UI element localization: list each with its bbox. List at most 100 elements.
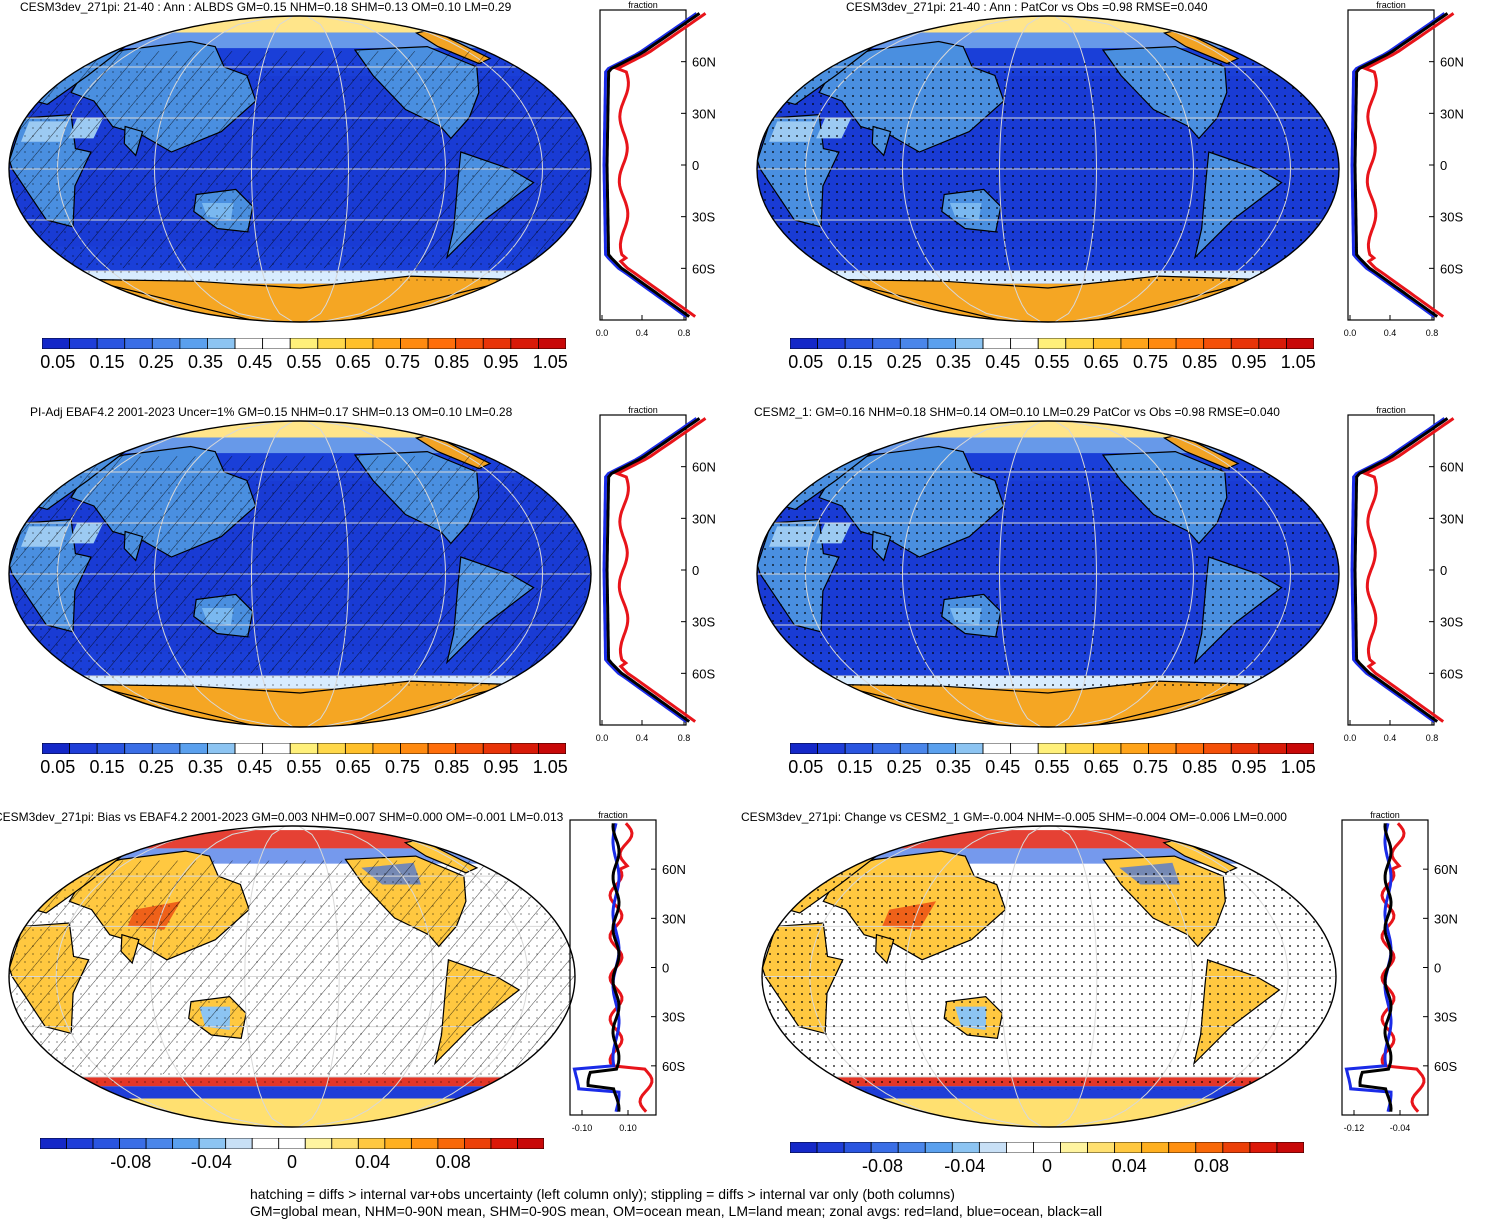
colorbar-swatch [1010,338,1039,349]
colorbar-tick-label: 0.65 [1083,352,1119,372]
colorbar [790,1142,1304,1153]
colorbar-tick-label: 0.35 [187,757,224,777]
colorbar-tick-label: -0.08 [862,1156,904,1176]
colorbar-swatch [172,1138,200,1149]
colorbar-swatch [207,338,236,349]
profile-lat-label: 30N [1434,911,1458,926]
profile-x-label: 0.0 [1344,328,1356,338]
colorbar [42,338,566,349]
world-map [760,824,1338,1129]
colorbar-swatch [234,743,264,754]
colorbar-swatch [538,743,566,754]
colorbar-swatch [207,743,236,754]
colorbar-tick-label: 0.05 [40,757,76,777]
colorbar-swatch [899,743,929,754]
colorbar-tick-label: 0.85 [434,757,470,777]
colorbar-swatch [897,1142,926,1153]
colorbar-tick-label: 0.25 [138,352,174,372]
colorbar-tick-label: 0.95 [1231,352,1267,372]
profile-lat-label: 30S [692,615,715,630]
colorbar-swatch [927,338,956,349]
profile-lat-label: 30S [1440,615,1463,630]
world-map [7,824,577,1129]
profile-lat-label: 0 [1440,563,1447,578]
colorbar-tick-label: 0.25 [138,757,174,777]
colorbar-swatch [179,743,208,754]
footer-note-2: GM=global mean, NHM=0-90N mean, SHM=0-90… [250,1203,1103,1219]
all-series [1358,823,1393,1112]
colorbar-tick-label: 0.65 [1083,757,1119,777]
colorbar-tick-label: 0 [1041,1156,1053,1176]
profile-lat-label: 60S [692,666,715,681]
world-map [755,419,1341,729]
zonal-profile: fraction 60N 30N 0 30S 60S 0.0 0.4 0.8 [1344,0,1484,350]
profile-lat-label: 60N [692,55,716,70]
profile-lat-label: 60N [1440,55,1464,70]
colorbar-swatch [517,1138,544,1149]
profile-x-label: 0.4 [636,733,649,743]
colorbar-tick-label: 1.05 [532,757,568,777]
colorbar-tick-label: 0.25 [886,352,922,372]
colorbar-swatch [1087,1142,1116,1153]
colorbar-tick-label: 0.55 [286,352,322,372]
colorbar-swatch [482,338,512,349]
colorbar-swatch [1060,1142,1088,1153]
colorbar-swatch [42,338,70,349]
colorbar [40,1138,544,1149]
colorbar-tick-label: 0.75 [1132,757,1169,777]
profile-lat-label: 60N [1434,862,1458,877]
colorbar-swatch [1258,743,1287,754]
colorbar [790,338,1314,349]
colorbar-swatch [1092,338,1122,349]
colorbar-labels: 0.05 0.15 0.25 0.35 0.45 0.55 0.65 0.75 0.85 0.95… [40,757,568,779]
profile-lat-label: 60S [1440,261,1463,276]
colorbar-swatch [490,1138,518,1149]
profile-x-label: 0.0 [596,328,608,338]
colorbar-swatch [384,1138,412,1149]
colorbar-tick-label: 0.08 [1193,1156,1229,1176]
colorbar-tick-label: 0.05 [788,352,824,372]
colorbar-swatch [1141,1142,1170,1153]
colorbar-swatch [1120,743,1149,754]
world-map [7,419,593,729]
colorbar [790,743,1314,754]
profile-lat-label: 0 [692,158,699,173]
colorbar-swatch [790,1142,818,1153]
colorbar-swatch [1286,743,1314,754]
all-series [605,417,701,723]
colorbar-tick-label: 0.85 [434,352,470,372]
colorbar-swatch [289,338,319,349]
profile-title: fraction [628,405,658,415]
panel-title: CESM3dev_271pi: Change vs CESM2_1 GM=-0.… [741,810,1287,824]
land-series [1361,12,1455,318]
colorbar-tick-label: 0.15 [89,352,125,372]
colorbar-swatch [289,743,319,754]
profile-lat-label: 30S [662,1010,685,1025]
colorbar-swatch [538,338,566,349]
colorbar-swatch [1230,743,1260,754]
colorbar-swatch [955,743,984,754]
colorbar-swatch [40,1138,67,1149]
colorbar-swatch [262,338,291,349]
world-map [7,14,593,324]
profile-x-label: 0.0 [1344,733,1356,743]
colorbar-swatch [317,338,346,349]
profile-lat-label: 30N [1440,511,1464,526]
colorbar-swatch [817,338,846,349]
zonal-profile: fraction 60N 30N 0 30S 60S -0.12 -0.04 [1338,810,1478,1145]
colorbar-swatch [843,1142,872,1153]
colorbar-swatch [427,338,457,349]
colorbar-swatch [1037,743,1067,754]
colorbar-swatch [978,1142,1007,1153]
colorbar-swatch [42,743,70,754]
colorbar-swatch [455,338,484,349]
colorbar-swatch [1120,338,1149,349]
colorbar-swatch [844,743,874,754]
colorbar-swatch [1258,338,1287,349]
colorbar-tick-label: 0.55 [1034,757,1070,777]
profile-lat-label: 30N [692,511,716,526]
colorbar-swatch [331,1138,359,1149]
colorbar-tick-label: 0.05 [40,352,76,372]
colorbar-tick-label: -0.04 [944,1156,986,1176]
colorbar-swatch [92,1138,120,1149]
